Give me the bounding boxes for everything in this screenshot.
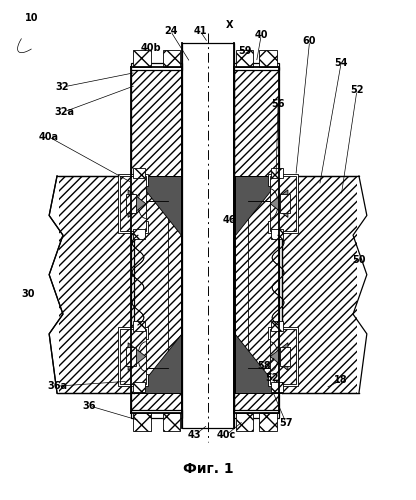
Polygon shape (134, 334, 181, 393)
Bar (235, 368, 282, 393)
Polygon shape (134, 176, 181, 235)
Bar (234, 410, 279, 418)
Bar (280, 194, 290, 214)
Text: 36a: 36a (47, 381, 67, 391)
Text: 57: 57 (279, 418, 293, 428)
Polygon shape (128, 190, 146, 218)
Text: 41: 41 (193, 26, 207, 36)
Text: 10: 10 (25, 13, 38, 23)
Bar (270, 176, 296, 232)
Bar (133, 321, 145, 331)
Text: 40c: 40c (216, 430, 235, 440)
Bar (133, 230, 145, 239)
Bar (282, 176, 359, 393)
Text: 18: 18 (334, 375, 348, 385)
Bar (271, 382, 283, 392)
Text: 56: 56 (271, 99, 285, 109)
Bar (57, 176, 134, 393)
Bar (131, 68, 182, 413)
Bar (133, 168, 145, 178)
Bar (271, 230, 283, 239)
Text: 40a: 40a (38, 132, 58, 141)
Bar (235, 50, 253, 68)
Bar (271, 168, 283, 178)
Bar (280, 346, 290, 366)
Bar (271, 321, 283, 331)
Text: 60: 60 (303, 36, 317, 46)
Bar (131, 410, 182, 418)
Bar (259, 50, 277, 68)
Polygon shape (235, 334, 282, 393)
Bar (133, 413, 151, 430)
Bar (133, 50, 151, 68)
Text: 59: 59 (239, 46, 252, 56)
Bar (235, 176, 282, 201)
Bar (357, 176, 373, 393)
Text: 40: 40 (255, 30, 268, 40)
Text: 52: 52 (265, 374, 279, 384)
Bar (270, 329, 296, 384)
Text: 50: 50 (352, 255, 366, 265)
Polygon shape (270, 342, 288, 370)
Bar (163, 50, 181, 68)
Bar (120, 329, 146, 384)
Text: 32: 32 (55, 82, 69, 92)
Bar (126, 346, 136, 366)
Text: 36: 36 (83, 401, 97, 411)
Bar (235, 413, 253, 430)
Polygon shape (118, 174, 148, 233)
Bar (45, 176, 59, 393)
Polygon shape (118, 327, 148, 386)
Text: 43: 43 (188, 430, 201, 440)
Bar (182, 43, 234, 428)
Bar (134, 176, 181, 201)
Bar (163, 413, 181, 430)
Polygon shape (235, 176, 282, 235)
Polygon shape (268, 174, 298, 233)
Bar (234, 68, 279, 413)
Text: Фиг. 1: Фиг. 1 (183, 462, 233, 476)
Bar (259, 413, 277, 430)
Polygon shape (128, 342, 146, 370)
Bar (126, 194, 136, 214)
Text: 58: 58 (258, 362, 271, 372)
Text: 32a: 32a (54, 107, 74, 117)
Bar (131, 62, 182, 70)
Text: 40b: 40b (141, 42, 161, 52)
Polygon shape (268, 327, 298, 386)
Bar (134, 368, 181, 393)
Text: 46: 46 (223, 216, 236, 226)
Bar (235, 176, 248, 393)
Text: 52: 52 (350, 85, 364, 95)
Text: 24: 24 (164, 26, 177, 36)
Polygon shape (270, 190, 288, 218)
Bar (234, 62, 279, 70)
Text: X: X (226, 20, 233, 30)
Bar (120, 176, 146, 232)
Bar (168, 176, 181, 393)
Text: 54: 54 (334, 58, 348, 68)
Text: 30: 30 (22, 290, 35, 300)
Bar (133, 382, 145, 392)
